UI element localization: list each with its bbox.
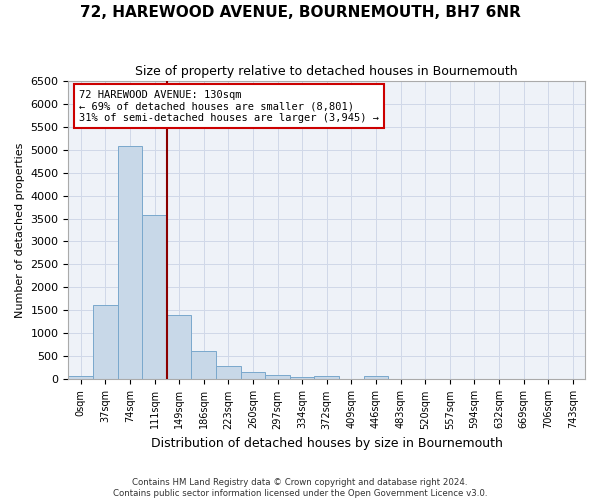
Bar <box>216 366 241 380</box>
Bar <box>290 377 314 380</box>
Bar <box>167 314 191 380</box>
Bar <box>118 146 142 380</box>
Bar <box>93 305 118 380</box>
Y-axis label: Number of detached properties: Number of detached properties <box>15 142 25 318</box>
Bar <box>191 351 216 380</box>
Bar <box>364 376 388 380</box>
Text: 72, HAREWOOD AVENUE, BOURNEMOUTH, BH7 6NR: 72, HAREWOOD AVENUE, BOURNEMOUTH, BH7 6N… <box>80 5 520 20</box>
Bar <box>241 372 265 380</box>
Text: Contains HM Land Registry data © Crown copyright and database right 2024.
Contai: Contains HM Land Registry data © Crown c… <box>113 478 487 498</box>
Title: Size of property relative to detached houses in Bournemouth: Size of property relative to detached ho… <box>136 65 518 78</box>
Bar <box>314 376 339 380</box>
Bar <box>265 376 290 380</box>
Bar <box>68 376 93 380</box>
Bar <box>142 215 167 380</box>
X-axis label: Distribution of detached houses by size in Bournemouth: Distribution of detached houses by size … <box>151 437 503 450</box>
Text: 72 HAREWOOD AVENUE: 130sqm
← 69% of detached houses are smaller (8,801)
31% of s: 72 HAREWOOD AVENUE: 130sqm ← 69% of deta… <box>79 90 379 122</box>
